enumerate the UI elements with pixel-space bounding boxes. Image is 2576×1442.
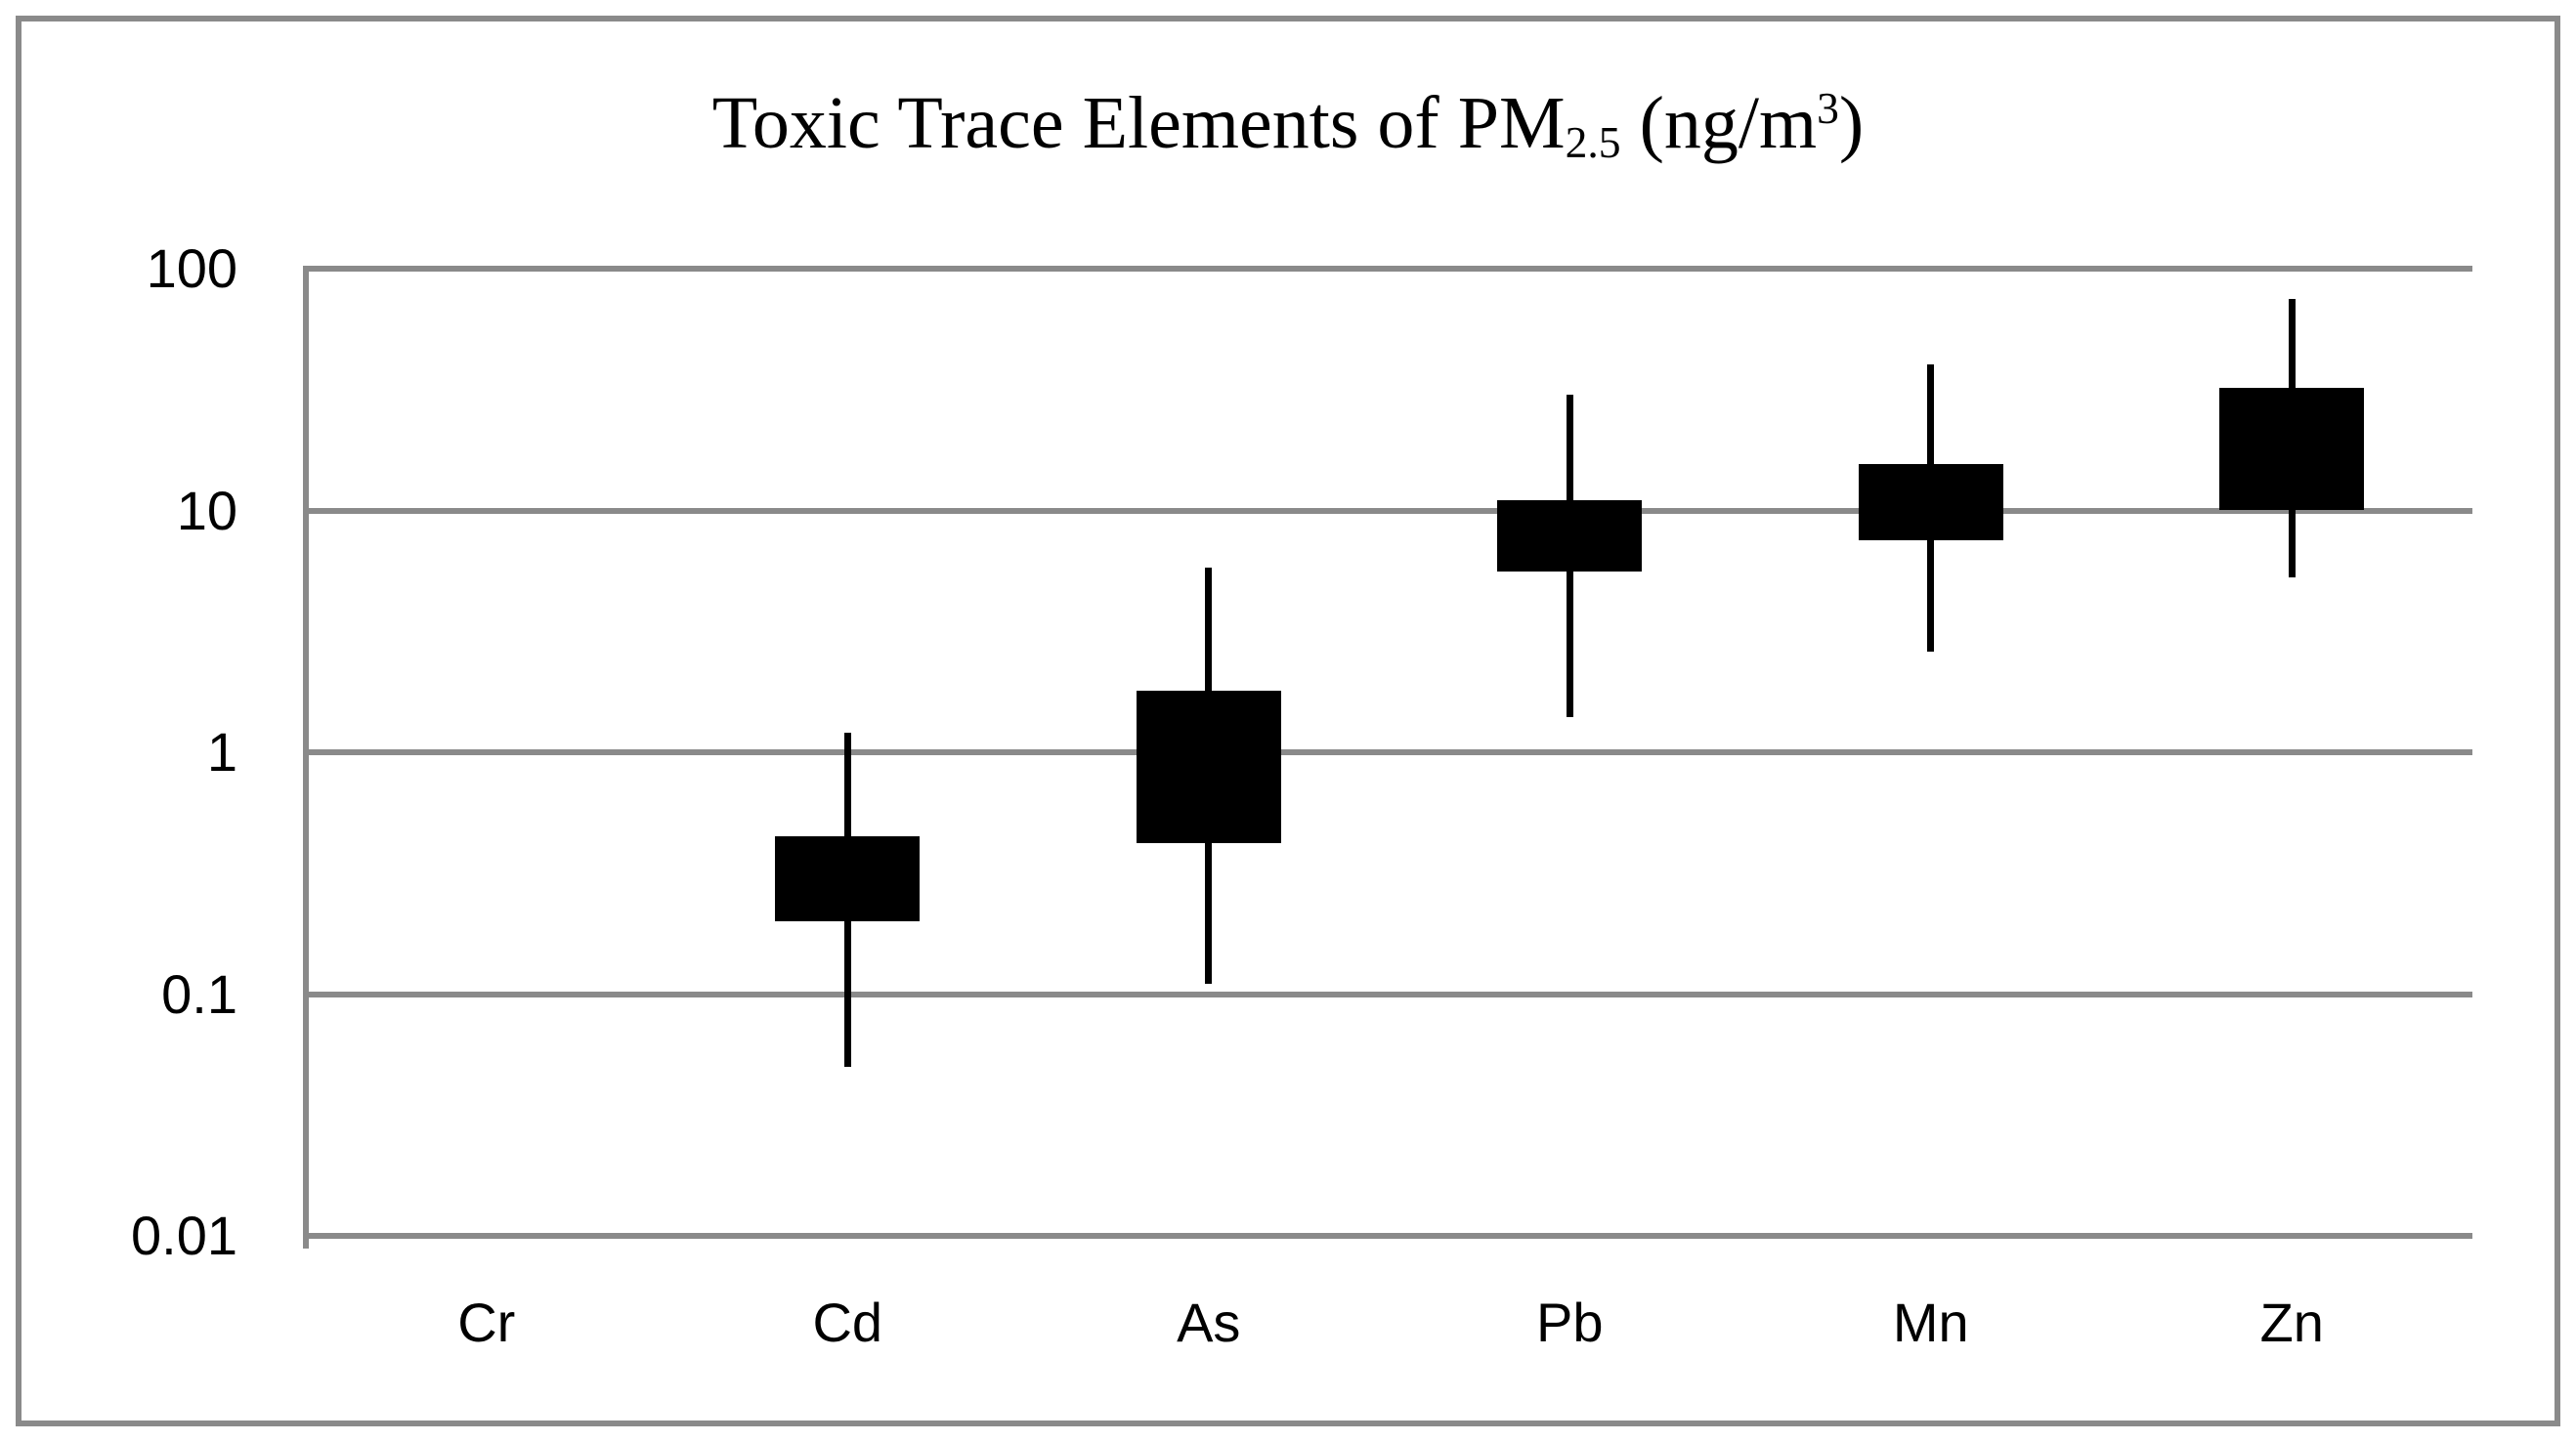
chart-title-superscript: 3: [1817, 82, 1839, 133]
gridline-0.01: [306, 1233, 2472, 1239]
y-tick-label-0.01: 0.01: [131, 1205, 237, 1266]
chart-title-units-close: ): [1838, 82, 1865, 164]
gridline-1: [306, 749, 2472, 755]
x-tick-label-Mn: Mn: [1892, 1292, 1969, 1353]
x-tick-label-Cr: Cr: [457, 1292, 516, 1353]
box-Pb: [1497, 500, 1643, 572]
gridline-100: [306, 266, 2472, 272]
y-axis-line: [303, 266, 309, 1249]
box-Zn: [2219, 388, 2365, 511]
chart-title-subscript: 2.5: [1565, 117, 1621, 168]
box-Mn: [1858, 464, 2003, 541]
box-Cd: [775, 835, 921, 921]
x-tick-label-Pb: Pb: [1536, 1292, 1604, 1353]
box-As: [1136, 690, 1281, 844]
gridline-10: [306, 507, 2472, 514]
chart-title-text: Toxic Trace Elements of PM: [711, 82, 1566, 164]
y-tick-label-1: 1: [206, 721, 237, 783]
x-tick-label-Cd: Cd: [812, 1292, 883, 1353]
chart-title: Toxic Trace Elements of PM2.5 (ng/m3): [0, 82, 2576, 165]
chart-frame: [16, 16, 2560, 1426]
y-tick-label-100: 100: [146, 237, 237, 299]
x-tick-label-Zn: Zn: [2259, 1292, 2324, 1353]
chart-title-units-open: (ng/m: [1620, 82, 1818, 164]
x-tick-label-As: As: [1177, 1292, 1241, 1353]
gridline-0.1: [306, 991, 2472, 997]
y-tick-label-10: 10: [176, 479, 237, 541]
y-tick-label-0.1: 0.1: [161, 962, 237, 1025]
